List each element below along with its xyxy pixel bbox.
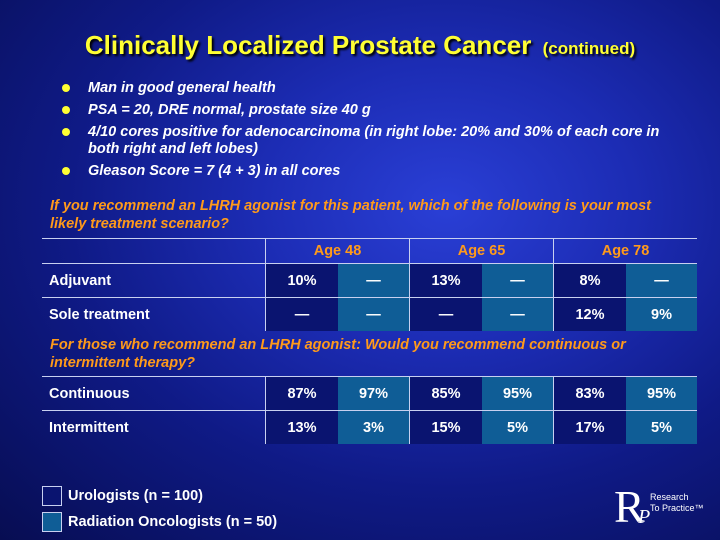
treatment-scenario-table: Age 48 Age 65 Age 78 Adjuvant 10% — 13% … <box>42 238 697 331</box>
bullet-dot-icon <box>62 128 70 136</box>
table-row: Sole treatment — — — — 12% 9% <box>42 297 697 331</box>
header-blank-cell <box>42 238 266 264</box>
legend-radiation-oncologists: Radiation Oncologists (n = 50) <box>42 512 277 532</box>
legend-swatch-icon <box>42 486 62 506</box>
case-bullets: Man in good general health PSA = 20, DRE… <box>62 80 662 185</box>
legend-label: Urologists (n = 100) <box>68 487 203 504</box>
row-label: Sole treatment <box>42 297 266 331</box>
logo-p-mark-icon: P <box>638 506 651 528</box>
radiation-cell: 9% <box>626 297 697 331</box>
age-header-row: Age 48 Age 65 Age 78 <box>42 238 697 264</box>
urologist-cell: 12% <box>553 297 626 331</box>
urologist-cell: 13% <box>265 410 338 444</box>
question-continuous-intermittent: For those who recommend an LHRH agonist:… <box>50 337 626 371</box>
question-treatment-scenario: If you recommend an LHRH agonist for thi… <box>50 198 651 232</box>
title-suffix: (continued) <box>542 39 636 58</box>
urologist-cell: — <box>409 297 482 331</box>
slide-title: Clinically Localized Prostate Cancer (co… <box>0 30 720 61</box>
bullet-dot-icon <box>62 106 70 114</box>
legend-swatch-icon <box>42 512 62 532</box>
radiation-cell: 97% <box>338 376 410 411</box>
radiation-cell: — <box>338 263 410 298</box>
legend-urologists: Urologists (n = 100) <box>42 486 203 506</box>
radiation-cell: 5% <box>626 410 697 444</box>
urologist-cell: 85% <box>409 376 482 411</box>
urologist-cell: 15% <box>409 410 482 444</box>
radiation-cell: 95% <box>626 376 697 411</box>
age-header: Age 48 <box>265 238 410 264</box>
radiation-cell: — <box>482 297 554 331</box>
table-row: Continuous 87% 97% 85% 95% 83% 95% <box>42 376 697 411</box>
urologist-cell: 10% <box>265 263 338 298</box>
row-label: Adjuvant <box>42 263 266 298</box>
urologist-cell: 87% <box>265 376 338 411</box>
urologist-cell: 83% <box>553 376 626 411</box>
bullet-item: 4/10 cores positive for adenocarcinoma (… <box>62 124 662 158</box>
bullet-dot-icon <box>62 167 70 175</box>
radiation-cell: — <box>626 263 697 298</box>
logo-r-mark-icon: R <box>614 481 645 532</box>
urologist-cell: 17% <box>553 410 626 444</box>
urologist-cell: — <box>265 297 338 331</box>
radiation-cell: — <box>338 297 410 331</box>
bullet-item: Gleason Score = 7 (4 + 3) in all cores <box>62 163 662 180</box>
row-label: Intermittent <box>42 410 266 444</box>
title-main: Clinically Localized Prostate Cancer <box>84 30 532 60</box>
age-header: Age 65 <box>409 238 554 264</box>
row-label: Continuous <box>42 376 266 411</box>
bullet-item: PSA = 20, DRE normal, prostate size 40 g <box>62 102 662 119</box>
bullet-dot-icon <box>62 84 70 92</box>
urologist-cell: 8% <box>553 263 626 298</box>
radiation-cell: 5% <box>482 410 554 444</box>
research-to-practice-logo: R P Research To Practice™ <box>614 481 714 534</box>
age-header: Age 78 <box>553 238 697 264</box>
legend-label: Radiation Oncologists (n = 50) <box>68 513 278 530</box>
table-row: Intermittent 13% 3% 15% 5% 17% 5% <box>42 410 697 444</box>
radiation-cell: 3% <box>338 410 410 444</box>
table-row: Adjuvant 10% — 13% — 8% — <box>42 263 697 298</box>
therapy-mode-table: Continuous 87% 97% 85% 95% 83% 95% Inter… <box>42 376 697 444</box>
urologist-cell: 13% <box>409 263 482 298</box>
bullet-item: Man in good general health <box>62 80 662 97</box>
logo-text: Research To Practice™ <box>650 492 704 513</box>
radiation-cell: — <box>482 263 554 298</box>
radiation-cell: 95% <box>482 376 554 411</box>
